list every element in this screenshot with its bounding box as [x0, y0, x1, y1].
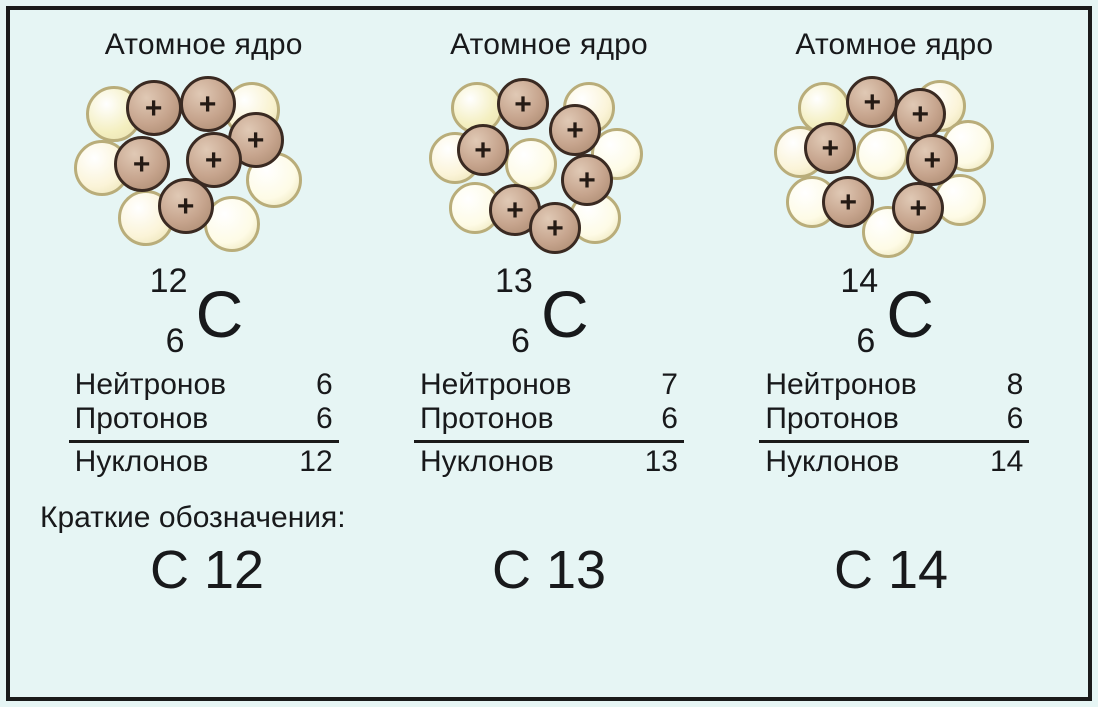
short-notation: C 12	[36, 539, 378, 601]
isotope-symbol: 12C6	[144, 262, 264, 372]
nucleon-counts: Нейтронов 7 Протонов 6 Нуклонов 13	[414, 368, 684, 479]
mass-number: 13	[495, 262, 533, 301]
plus-icon: +	[199, 90, 217, 120]
proton-label: Протонов	[75, 402, 209, 436]
neutron-icon	[505, 138, 557, 190]
atomic-number: 6	[856, 322, 875, 361]
nucleon-value: 14	[990, 445, 1023, 479]
short-notation-row: C 12C 13C 14	[36, 539, 1062, 601]
nucleon-counts: Нейтронов 6 Протонов 6 Нуклонов 12	[69, 368, 339, 479]
plus-icon: +	[910, 194, 928, 224]
nucleus-title: Атомное ядро	[450, 28, 648, 62]
plus-icon: +	[864, 88, 882, 118]
nucleon-row: Нуклонов 14	[759, 445, 1029, 479]
nucleus-title: Атомное ядро	[105, 28, 303, 62]
proton-label: Протонов	[420, 402, 554, 436]
neutron-value: 7	[661, 368, 678, 402]
proton-icon: +	[180, 76, 236, 132]
plus-icon: +	[247, 126, 265, 156]
plus-icon: +	[177, 192, 195, 222]
plus-icon: +	[474, 136, 492, 166]
plus-icon: +	[578, 166, 596, 196]
plus-icon: +	[566, 116, 584, 146]
short-notation: C 13	[378, 539, 720, 601]
plus-icon: +	[924, 146, 942, 176]
proton-icon: +	[894, 88, 946, 140]
nucleon-row: Нуклонов 12	[69, 445, 339, 479]
proton-icon: +	[822, 176, 874, 228]
neutron-label: Нейтронов	[420, 368, 571, 402]
sum-divider	[69, 440, 339, 443]
short-heading: Краткие обозначения:	[36, 501, 346, 535]
element-symbol: C	[196, 276, 244, 352]
nucleus-title: Атомное ядро	[795, 28, 993, 62]
neutron-icon	[856, 128, 908, 180]
nucleon-value: 13	[645, 445, 678, 479]
atomic-number: 6	[166, 322, 185, 361]
neutron-row: Нейтронов 8	[759, 368, 1029, 402]
proton-icon: +	[561, 154, 613, 206]
plus-icon: +	[912, 100, 930, 130]
proton-row: Протонов 6	[414, 402, 684, 436]
proton-icon: +	[529, 202, 581, 254]
proton-value: 6	[1007, 402, 1024, 436]
nucleon-label: Нуклонов	[75, 445, 209, 479]
proton-icon: +	[892, 182, 944, 234]
isotope-column: Атомное ядро++++++12C6Нейтронов6Протонов…	[36, 28, 371, 479]
proton-icon: +	[549, 104, 601, 156]
plus-icon: +	[506, 196, 524, 226]
plus-icon: +	[133, 150, 151, 180]
mass-number: 12	[150, 262, 188, 301]
neutron-row: Нейтронов 7	[414, 368, 684, 402]
proton-icon: +	[497, 78, 549, 130]
proton-icon: +	[114, 136, 170, 192]
sum-divider	[759, 440, 1029, 443]
neutron-row: Нейтронов 6	[69, 368, 339, 402]
nucleon-row: Нуклонов 13	[414, 445, 684, 479]
element-symbol: C	[541, 276, 589, 352]
proton-icon: +	[906, 134, 958, 186]
isotope-symbol: 14C6	[834, 262, 954, 372]
plus-icon: +	[822, 134, 840, 164]
diagram-frame: Атомное ядро++++++12C6Нейтронов6Протонов…	[6, 6, 1092, 701]
mass-number: 14	[840, 262, 878, 301]
plus-icon: +	[205, 146, 223, 176]
isotope-columns: Атомное ядро++++++12C6Нейтронов6Протонов…	[36, 28, 1062, 479]
sum-divider	[414, 440, 684, 443]
proton-icon: +	[126, 80, 182, 136]
proton-icon: +	[846, 76, 898, 128]
element-symbol: C	[886, 276, 934, 352]
isotope-column: Атомное ядро++++++13C6Нейтронов7Протонов…	[381, 28, 716, 479]
proton-value: 6	[661, 402, 678, 436]
plus-icon: +	[840, 188, 858, 218]
short-notation: C 14	[720, 539, 1062, 601]
atomic-number: 6	[511, 322, 530, 361]
nucleon-label: Нуклонов	[765, 445, 899, 479]
isotope-column: Атомное ядро++++++14C6Нейтронов8Протонов…	[727, 28, 1062, 479]
proton-icon: +	[457, 124, 509, 176]
neutron-label: Нейтронов	[75, 368, 226, 402]
neutron-label: Нейтронов	[765, 368, 916, 402]
plus-icon: +	[145, 94, 163, 124]
proton-row: Протонов 6	[69, 402, 339, 436]
nucleon-value: 12	[299, 445, 332, 479]
proton-row: Протонов 6	[759, 402, 1029, 436]
neutron-value: 6	[316, 368, 333, 402]
nucleon-counts: Нейтронов 8 Протонов 6 Нуклонов 14	[759, 368, 1029, 479]
proton-value: 6	[316, 402, 333, 436]
plus-icon: +	[546, 214, 564, 244]
nucleus-diagram: + + + + + +	[419, 68, 679, 268]
neutron-value: 8	[1007, 368, 1024, 402]
proton-icon: +	[158, 178, 214, 234]
nucleus-diagram: ++++++	[764, 68, 1024, 268]
proton-label: Протонов	[765, 402, 899, 436]
nucleus-diagram: + + + + + +	[74, 68, 334, 268]
nucleon-label: Нуклонов	[420, 445, 554, 479]
isotope-symbol: 13C6	[489, 262, 609, 372]
plus-icon: +	[514, 90, 532, 120]
proton-icon: +	[804, 122, 856, 174]
